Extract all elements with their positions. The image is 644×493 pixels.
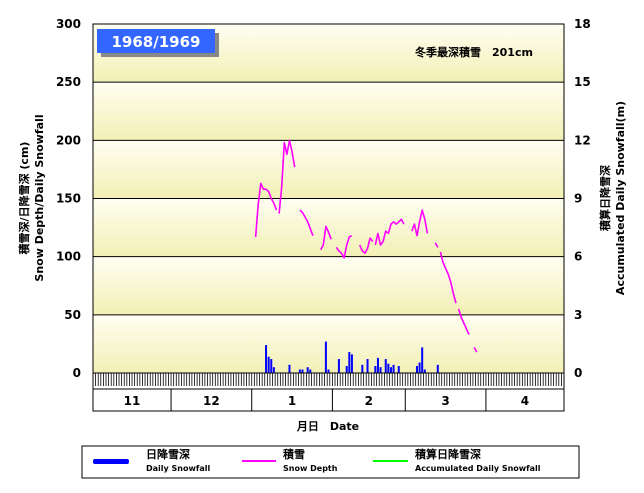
daily-snowfall-bar — [301, 369, 304, 373]
legend-swatch-daily-snowfall — [93, 459, 129, 464]
date-strip-frame — [92, 372, 565, 412]
legend-item-daily-snowfall: 日降雪深 Daily Snowfall — [93, 447, 210, 473]
snow-depth-segment — [278, 139, 296, 214]
snow-depth-segment — [411, 209, 429, 237]
month-dividers — [170, 389, 487, 411]
legend-box — [81, 445, 580, 479]
daily-snowfall-bar — [379, 367, 382, 373]
plot-band — [93, 82, 564, 141]
left-tick-label: 200 — [56, 133, 81, 147]
right-tick-label: 15 — [574, 75, 591, 89]
month-label: 11 — [124, 394, 141, 408]
month-label: 2 — [365, 394, 373, 408]
left-tick-label: 150 — [56, 192, 81, 206]
daily-snowfall-bar — [298, 369, 301, 373]
legend-label-en: Accumulated Daily Snowfall — [415, 464, 541, 473]
right-tick-label: 6 — [574, 250, 582, 264]
daily-snowfall-bar — [324, 341, 327, 373]
legend-label-ja: 積雪 — [282, 447, 305, 461]
daily-snowfall-bar — [288, 364, 291, 373]
snow-depth-segment — [439, 251, 457, 304]
season-label: 1968/1969 — [112, 33, 201, 51]
left-tick-label: 300 — [56, 17, 81, 31]
legend-label-en: Snow Depth — [283, 464, 338, 473]
legend-label-ja: 日降雪深 — [146, 447, 190, 461]
daily-snowfall-bar — [348, 352, 351, 373]
month-labels: 11 12 1 2 3 4 — [124, 394, 529, 408]
daily-snowfall-bar — [361, 364, 364, 373]
daily-snowfall-bar — [387, 363, 390, 373]
right-axis-title-ja: 積算日降雪深 — [598, 165, 612, 232]
plot-band — [93, 314, 564, 373]
daily-snowfall-bar — [350, 354, 353, 373]
daily-snowfall-bar — [376, 357, 379, 373]
daily-snowfall-bar — [366, 359, 369, 373]
snow-depth-segment — [457, 308, 470, 335]
month-label: 3 — [441, 394, 449, 408]
legend-item-snow-depth: 積雪 Snow Depth — [242, 447, 338, 473]
left-tick-label: 50 — [64, 308, 81, 322]
snow-depth-segment — [254, 182, 278, 237]
snow-depth-segment — [374, 218, 405, 246]
daily-snowfall-bar — [270, 359, 273, 373]
daily-snowfall-bars — [265, 341, 439, 373]
daily-snowfall-bar — [337, 359, 340, 373]
right-tick-labels: 0 3 6 9 12 15 18 — [574, 17, 591, 380]
daily-snowfall-bar — [436, 364, 439, 373]
plot-band — [93, 256, 564, 315]
snow-depth-line — [254, 139, 478, 353]
daily-snowfall-bar — [306, 367, 309, 373]
left-axis-title-ja: 積雪深/日降雪深 (cm) — [17, 142, 31, 256]
daily-snowfall-bar — [327, 369, 330, 373]
daily-snowfall-bar — [392, 364, 395, 373]
legend-label-en: Daily Snowfall — [146, 464, 210, 473]
daily-snowfall-bar — [421, 347, 424, 373]
snow-depth-segment — [299, 209, 314, 236]
daily-snowfall-bar — [384, 359, 387, 373]
left-tick-label: 100 — [56, 250, 81, 264]
legend-label-ja: 積算日降雪深 — [414, 447, 481, 461]
daily-snowfall-bar — [345, 366, 348, 373]
daily-snowfall-bar — [309, 369, 312, 373]
season-label-box — [97, 29, 215, 53]
right-tick-label: 3 — [574, 308, 582, 322]
grid-lines — [93, 81, 564, 316]
plot-bands — [93, 24, 564, 373]
daily-snowfall-bar — [267, 356, 270, 373]
daily-snowfall-bar — [374, 366, 377, 373]
daily-snowfall-bar — [272, 367, 275, 373]
daily-snowfall-bar — [415, 366, 418, 373]
daily-snowfall-bar — [418, 362, 421, 373]
left-tick-labels: 0 50 100 150 200 250 300 — [56, 17, 81, 380]
right-tick-label: 18 — [574, 17, 591, 31]
daily-snowfall-bar — [397, 366, 400, 373]
month-label: 1 — [288, 394, 296, 408]
snow-depth-segment — [319, 225, 332, 251]
snow-depth-segment — [358, 237, 374, 254]
right-axis-title-en: Accumulated Daily Snowfall(m) — [614, 101, 627, 295]
plot-band — [93, 198, 564, 257]
daily-snowfall-bar — [423, 369, 426, 373]
snow-depth-segment — [473, 347, 478, 353]
right-tick-label: 9 — [574, 192, 582, 206]
snow-depth-segment — [434, 242, 439, 248]
right-tick-label: 12 — [574, 133, 591, 147]
x-axis-title: 月日 Date — [296, 420, 359, 433]
left-tick-label: 0 — [73, 366, 81, 380]
month-label: 4 — [521, 394, 529, 408]
month-label: 12 — [203, 394, 220, 408]
snow-depth-segment — [335, 234, 353, 259]
max-depth-annotation: 冬季最深積雪 201cm — [415, 45, 533, 59]
legend-item-accumulated: 積算日降雪深 Accumulated Daily Snowfall — [373, 447, 541, 473]
daily-snowfall-bar — [389, 367, 392, 373]
left-tick-label: 250 — [56, 75, 81, 89]
day-ticks — [92, 373, 565, 386]
plot-band — [93, 140, 564, 199]
right-tick-label: 0 — [574, 366, 582, 380]
daily-snowfall-bar — [265, 345, 268, 373]
left-axis-title-en: Snow Depth/Daily Snowfall — [33, 114, 46, 281]
